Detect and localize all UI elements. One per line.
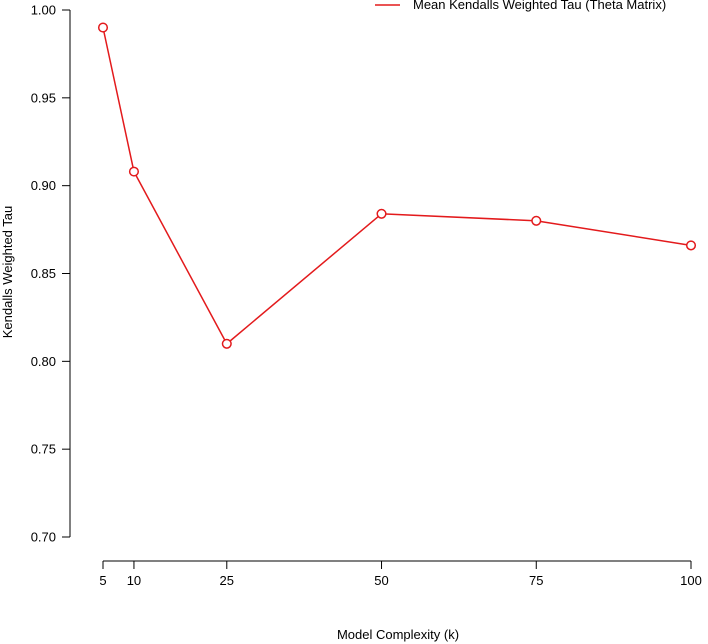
data-point-marker	[221, 338, 232, 349]
x-tick-label: 50	[374, 573, 388, 588]
y-axis-label: Kendalls Weighted Tau	[0, 206, 15, 339]
series-line-segment	[135, 175, 226, 341]
x-axis: 5 10 25 50 75 100	[99, 560, 702, 588]
series-line-segment	[229, 215, 379, 342]
y-tick-label: 0.70	[31, 530, 56, 545]
y-tick-label: 0.90	[31, 178, 56, 193]
y-tick-label: 0.95	[31, 90, 56, 105]
data-point-marker	[376, 208, 387, 219]
data-point-marker	[128, 166, 139, 177]
data-point-marker	[531, 215, 542, 226]
y-axis: 0.70 0.75 0.80 0.85 0.90 0.95 1.00	[31, 3, 71, 545]
legend-entry-label: Mean Kendalls Weighted Tau (Theta Matrix…	[413, 0, 666, 12]
y-tick-label: 0.85	[31, 266, 56, 281]
x-tick-label: 25	[220, 573, 234, 588]
x-tick-label: 5	[99, 573, 106, 588]
series-line-segment	[103, 31, 134, 168]
x-axis-label: Model Complexity (k)	[337, 627, 459, 642]
x-tick-label: 10	[127, 573, 141, 588]
y-tick-label: 0.75	[31, 442, 56, 457]
legend: Mean Kendalls Weighted Tau (Theta Matrix…	[375, 0, 666, 12]
y-tick-label: 0.80	[31, 354, 56, 369]
y-tick-label: 1.00	[31, 3, 56, 18]
series-layer	[97, 22, 697, 349]
x-tick-label: 100	[680, 573, 702, 588]
data-point-marker	[685, 240, 697, 251]
series-line-segment	[540, 220, 687, 246]
x-tick-label: 75	[529, 573, 543, 588]
series-line-segment	[385, 213, 533, 222]
data-point-marker	[97, 22, 109, 33]
